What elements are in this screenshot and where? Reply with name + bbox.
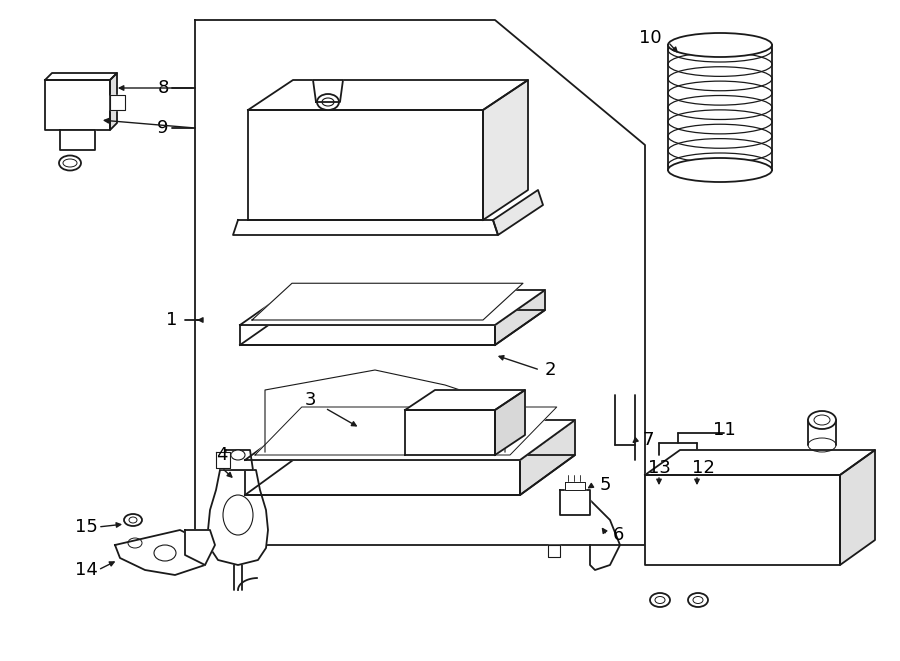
Polygon shape <box>493 190 543 235</box>
Text: 12: 12 <box>691 459 715 477</box>
Text: 1: 1 <box>166 311 177 329</box>
Polygon shape <box>45 73 117 80</box>
Polygon shape <box>110 95 125 110</box>
Polygon shape <box>840 450 875 565</box>
Polygon shape <box>248 80 528 110</box>
Polygon shape <box>645 475 840 565</box>
Ellipse shape <box>668 158 772 182</box>
Ellipse shape <box>808 411 836 429</box>
Polygon shape <box>495 390 525 455</box>
Text: 9: 9 <box>158 119 169 137</box>
Ellipse shape <box>124 514 142 526</box>
Polygon shape <box>405 410 495 455</box>
Polygon shape <box>240 325 495 345</box>
Text: 15: 15 <box>75 518 97 536</box>
Polygon shape <box>248 110 483 220</box>
Polygon shape <box>645 450 875 475</box>
Polygon shape <box>245 460 520 495</box>
Text: 11: 11 <box>713 421 735 439</box>
Polygon shape <box>115 530 210 575</box>
Polygon shape <box>110 73 117 130</box>
Text: 14: 14 <box>75 561 97 579</box>
Polygon shape <box>560 490 590 515</box>
Text: 13: 13 <box>648 459 670 477</box>
Polygon shape <box>483 80 528 220</box>
Ellipse shape <box>650 593 670 607</box>
Polygon shape <box>240 310 545 345</box>
Polygon shape <box>565 482 585 490</box>
Ellipse shape <box>317 94 339 110</box>
Polygon shape <box>313 80 343 102</box>
Polygon shape <box>185 530 215 565</box>
Polygon shape <box>216 452 230 468</box>
Text: 7: 7 <box>643 431 653 449</box>
Text: 2: 2 <box>544 361 556 379</box>
Ellipse shape <box>668 33 772 57</box>
Polygon shape <box>548 545 560 557</box>
Ellipse shape <box>688 593 708 607</box>
Text: 6: 6 <box>612 526 624 544</box>
Polygon shape <box>208 470 268 565</box>
Polygon shape <box>45 80 110 130</box>
Polygon shape <box>245 420 575 460</box>
Text: 8: 8 <box>158 79 168 97</box>
Text: 4: 4 <box>216 446 228 464</box>
Polygon shape <box>252 284 523 320</box>
Polygon shape <box>223 450 253 470</box>
Ellipse shape <box>59 155 81 171</box>
Polygon shape <box>245 455 575 495</box>
Polygon shape <box>240 290 545 325</box>
Ellipse shape <box>231 450 245 460</box>
Text: 3: 3 <box>304 391 316 409</box>
Polygon shape <box>495 290 545 345</box>
Text: 5: 5 <box>599 476 611 494</box>
Polygon shape <box>520 420 575 495</box>
Polygon shape <box>405 390 525 410</box>
Polygon shape <box>255 407 557 455</box>
Polygon shape <box>233 220 498 235</box>
Polygon shape <box>60 130 95 150</box>
Text: 10: 10 <box>639 29 662 47</box>
